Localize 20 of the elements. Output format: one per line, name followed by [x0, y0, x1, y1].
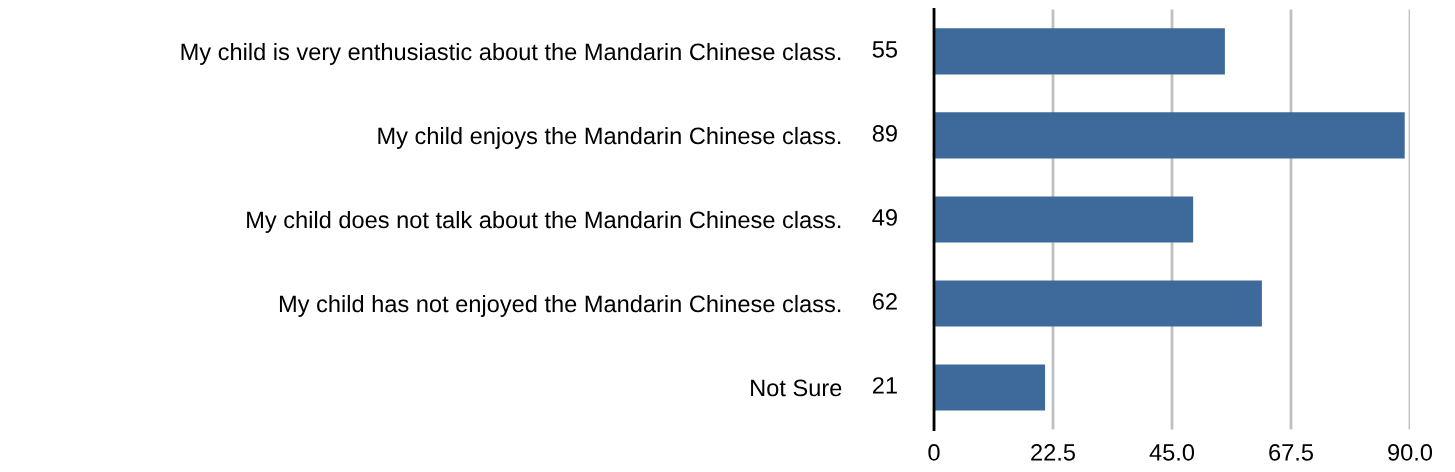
data-label: 49 [872, 209, 897, 226]
x-tick-label: 90.0 [1388, 444, 1433, 461]
bar [934, 28, 1225, 75]
data-label: 21 [872, 377, 897, 394]
x-tick-label: 22.5 [1031, 444, 1075, 461]
y-tick-label: My child enjoys the Mandarin Chinese class. [378, 126, 841, 149]
y-tick-label: Not Sure [751, 379, 842, 397]
bar [934, 280, 1262, 327]
y-tick-label: My child does not talk about the Mandarin Chinese class. [247, 210, 841, 233]
x-tick-label: 45.0 [1149, 444, 1195, 461]
x-tick-label: 67.5 [1269, 444, 1313, 461]
data-label: 55 [872, 41, 898, 58]
data-label: 62 [872, 293, 897, 310]
x-tick-label: 0 [928, 444, 940, 461]
bar [934, 196, 1194, 243]
data-label: 89 [872, 125, 897, 142]
bar [934, 364, 1046, 411]
y-tick-label: My child has not enjoyed the Mandarin Chinese class. [279, 294, 841, 317]
y-tick-label: My child is very enthusiastic about the Mandarin Chinese class. [181, 42, 841, 65]
bar [934, 112, 1405, 159]
